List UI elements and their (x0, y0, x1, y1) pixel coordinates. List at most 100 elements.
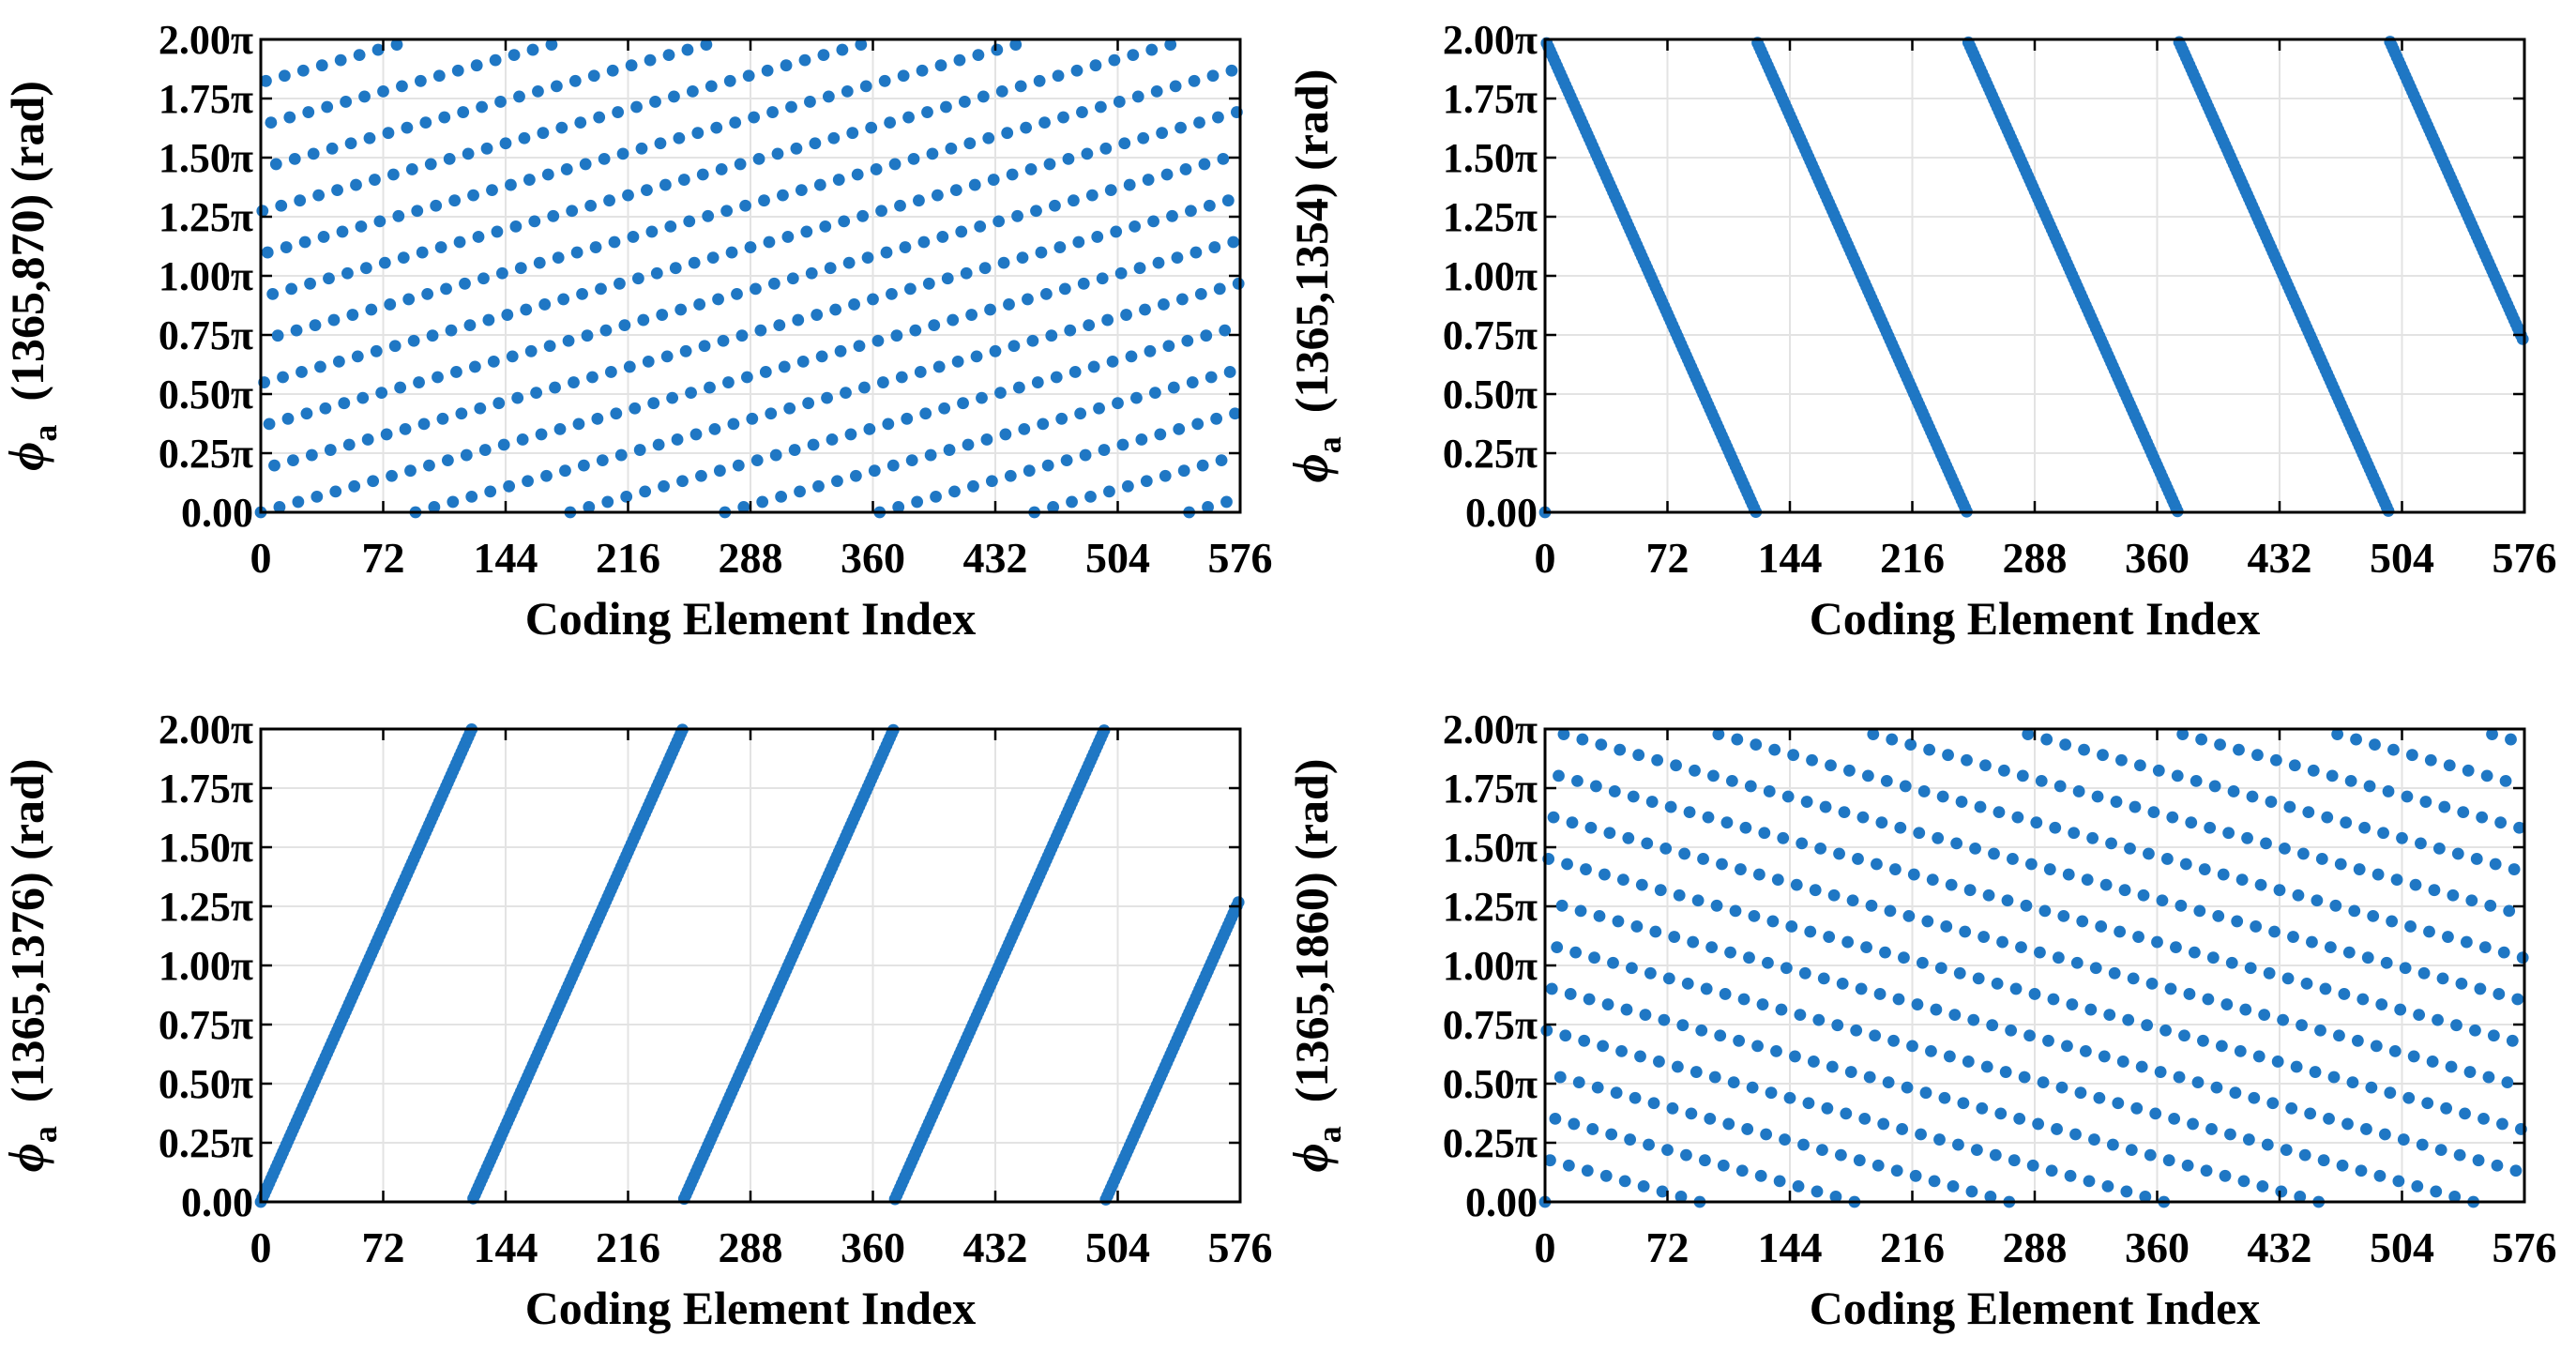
data-point (963, 137, 977, 150)
data-point (388, 340, 402, 353)
data-point (817, 49, 830, 62)
data-point (1906, 1040, 1918, 1053)
data-point (894, 199, 906, 212)
data-point (2205, 1123, 2218, 1135)
data-point (482, 313, 495, 327)
data-point (1057, 111, 1069, 124)
data-point (1012, 381, 1025, 394)
data-point (1549, 1112, 1562, 1125)
data-point (702, 209, 715, 222)
data-point (2164, 982, 2177, 995)
data-point (1193, 116, 1205, 129)
data-point (2487, 1029, 2500, 1042)
data-point (737, 501, 750, 513)
data-point (746, 412, 759, 425)
data-point (2178, 1029, 2190, 1042)
data-point (722, 376, 735, 388)
data-point (2013, 1112, 2026, 1125)
data-point (897, 69, 910, 83)
data-point (1785, 920, 1798, 933)
data-point (1031, 376, 1044, 388)
y-axis-subscript: a (26, 1126, 64, 1143)
data-point (2333, 1029, 2345, 1042)
data-point (1557, 728, 1570, 740)
data-point (2103, 1009, 2116, 1022)
data-point (848, 298, 860, 311)
data-point (1780, 962, 1793, 975)
data-point (645, 225, 659, 238)
data-point (2428, 884, 2441, 897)
data-point (2055, 1081, 2068, 1094)
scatter-series (254, 722, 1245, 1208)
data-point (2145, 977, 2159, 990)
x-tick-label: 360 (841, 1223, 905, 1271)
data-point (432, 69, 446, 83)
data-point (685, 387, 697, 400)
x-tick-label: 576 (2493, 534, 2557, 582)
data-point (934, 59, 947, 72)
data-point (1639, 1009, 1652, 1022)
data-point (2098, 1050, 2111, 1063)
data-point (1913, 827, 1926, 840)
data-point (2275, 1185, 2288, 1198)
data-point (1038, 116, 1051, 129)
data-point (1129, 220, 1142, 233)
data-point (2026, 1159, 2039, 1172)
data-point (2227, 785, 2240, 797)
data-point (1907, 868, 1920, 881)
data-point (957, 397, 969, 410)
data-point (1181, 334, 1194, 347)
data-point (928, 319, 941, 332)
data-point (348, 479, 361, 493)
data-point (2371, 868, 2385, 881)
data-point (378, 256, 391, 269)
data-point (1593, 909, 1606, 922)
y-tick-label: 0.00 (181, 1179, 253, 1225)
data-point (2258, 1009, 2271, 1022)
data-point (2484, 899, 2497, 912)
y-axis-label: ϕa (1365,870) (rad) (0, 81, 64, 471)
data-point (1804, 925, 1817, 938)
data-point (740, 371, 753, 384)
data-point (792, 313, 805, 327)
data-point (813, 178, 826, 191)
y-axis-label: ϕa (1365,1376) (rad) (0, 759, 64, 1173)
y-axis-label: ϕa (1365,1354) (rad) (1282, 69, 1348, 483)
data-point (695, 469, 707, 482)
data-point (781, 231, 795, 243)
data-point (976, 391, 988, 404)
data-point (522, 475, 534, 488)
data-point (865, 121, 878, 134)
data-point (2202, 993, 2215, 1006)
data-point (516, 433, 529, 446)
data-point (484, 485, 497, 498)
data-point (2239, 1003, 2252, 1016)
data-point (1766, 915, 1780, 928)
data-point (822, 90, 835, 103)
data-point (1076, 106, 1088, 118)
data-point (2020, 899, 2033, 912)
data-point (1116, 438, 1129, 451)
data-point (1690, 1066, 1703, 1078)
data-point (763, 235, 776, 249)
data-point (704, 381, 716, 394)
data-point (459, 277, 471, 290)
data-point (618, 319, 631, 332)
data-point (1704, 1112, 1717, 1125)
data-point (794, 485, 806, 498)
data-point (1923, 743, 1936, 756)
data-point (2493, 988, 2506, 1000)
data-point (2159, 1024, 2172, 1037)
data-point (1899, 780, 1912, 793)
y-tick-label: 0.25π (159, 431, 253, 477)
data-point (1798, 966, 1811, 980)
data-point (1003, 298, 1015, 311)
data-point (1705, 941, 1719, 954)
data-point (2287, 931, 2299, 943)
data-point (1062, 152, 1075, 165)
data-point (547, 209, 560, 222)
data-point (566, 205, 579, 218)
data-point (911, 495, 924, 509)
data-point (629, 402, 642, 415)
data-point (2511, 993, 2524, 1006)
